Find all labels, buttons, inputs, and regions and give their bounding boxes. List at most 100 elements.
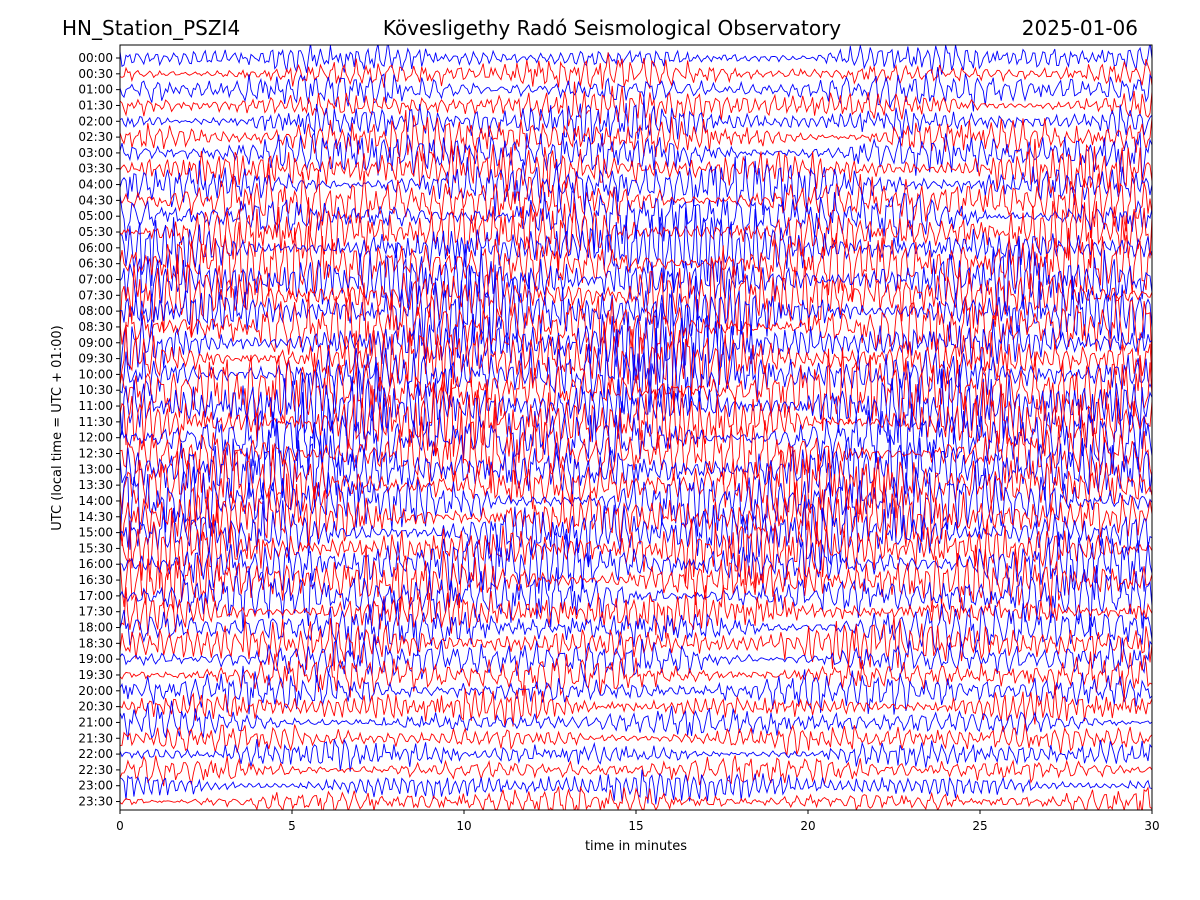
y-tick-label: 17:00 <box>78 589 113 603</box>
x-axis-label: time in minutes <box>585 839 687 854</box>
x-tick-label: 5 <box>288 819 296 833</box>
y-tick-label: 04:30 <box>78 193 113 207</box>
y-tick-label: 09:30 <box>78 352 113 366</box>
trace-line <box>120 723 1152 756</box>
trace-line <box>120 500 1152 571</box>
y-tick-label: 09:00 <box>78 336 113 350</box>
trace-line <box>120 700 1152 741</box>
observatory-title: Kövesligethy Radó Seismological Observat… <box>383 16 841 40</box>
trace-line <box>120 564 1152 641</box>
x-axis-ticks: 0 5 10 15 20 25 30 <box>116 810 1160 833</box>
trace-line <box>120 392 1152 476</box>
trace-line <box>120 444 1152 527</box>
y-tick-label: 03:30 <box>78 162 113 176</box>
y-tick-label: 21:30 <box>78 731 113 745</box>
trace-line <box>120 738 1152 772</box>
trace-line <box>120 138 1152 198</box>
trace-line <box>120 163 1152 239</box>
trace-line <box>120 290 1152 383</box>
y-tick-label: 01:30 <box>78 98 113 112</box>
y-tick-label: 06:00 <box>78 241 113 255</box>
y-tick-label: 07:30 <box>78 288 113 302</box>
trace-line <box>120 326 1152 413</box>
x-tick-label: 20 <box>800 819 815 833</box>
trace-line <box>120 282 1152 375</box>
y-tick-label: 14:00 <box>78 494 113 508</box>
y-tick-label: 01:00 <box>78 83 113 97</box>
y-tick-label: 23:30 <box>78 795 113 809</box>
y-tick-label: 05:00 <box>78 209 113 223</box>
y-tick-label: 06:30 <box>78 257 113 271</box>
trace-line <box>120 651 1152 698</box>
trace-line <box>120 321 1152 413</box>
trace-line <box>120 45 1152 75</box>
y-tick-label: 08:00 <box>78 304 113 318</box>
y-tick-label: 05:30 <box>78 225 113 239</box>
trace-line <box>120 407 1152 494</box>
trace-line <box>120 785 1152 810</box>
trace-line <box>120 67 1152 112</box>
y-tick-label: 22:00 <box>78 747 113 761</box>
y-tick-label: 18:00 <box>78 621 113 635</box>
trace-line <box>120 584 1152 639</box>
x-tick-label: 10 <box>456 819 471 833</box>
trace-line <box>120 615 1152 671</box>
y-tick-label: 00:30 <box>78 67 113 81</box>
trace-line <box>120 684 1152 728</box>
y-tick-label: 03:00 <box>78 146 113 160</box>
station-title: HN_Station_PSZI4 <box>62 16 240 40</box>
y-tick-label: 10:30 <box>78 383 113 397</box>
y-tick-label: 22:30 <box>78 763 113 777</box>
y-tick-label: 08:30 <box>78 320 113 334</box>
y-tick-label: 00:00 <box>78 51 113 65</box>
y-tick-label: 12:30 <box>78 447 113 461</box>
trace-line <box>120 665 1152 715</box>
y-tick-label: 21:00 <box>78 715 113 729</box>
y-tick-label: 12:00 <box>78 431 113 445</box>
trace-line <box>120 544 1152 613</box>
trace-line <box>120 52 1152 90</box>
trace-line <box>120 264 1152 358</box>
y-tick-label: 15:30 <box>78 541 113 555</box>
y-tick-label: 11:30 <box>78 415 113 429</box>
trace-line <box>120 510 1152 589</box>
x-tick-label: 15 <box>628 819 643 833</box>
y-tick-label: 15:00 <box>78 526 113 540</box>
trace-line <box>120 182 1152 254</box>
trace-line <box>120 598 1152 656</box>
x-tick-label: 30 <box>1144 819 1159 833</box>
y-tick-label: 11:00 <box>78 399 113 413</box>
y-tick-label: 20:30 <box>78 700 113 714</box>
seismic-traces <box>120 45 1152 810</box>
y-tick-label: 16:00 <box>78 557 113 571</box>
y-tick-label: 17:30 <box>78 605 113 619</box>
trace-line <box>120 531 1152 596</box>
trace-line <box>120 109 1152 162</box>
y-tick-label: 07:00 <box>78 272 113 286</box>
y-axis-label: UTC (local time = UTC + 01:00) <box>50 325 65 530</box>
y-tick-label: 19:00 <box>78 652 113 666</box>
y-tick-label: 14:30 <box>78 510 113 524</box>
trace-line <box>120 755 1152 787</box>
trace-line <box>120 205 1152 291</box>
x-tick-label: 25 <box>972 819 987 833</box>
trace-line <box>120 96 1152 144</box>
y-tick-label: 23:00 <box>78 779 113 793</box>
y-tick-label: 13:00 <box>78 462 113 476</box>
trace-line <box>120 356 1152 449</box>
trace-line <box>120 418 1152 507</box>
y-tick-label: 16:30 <box>78 573 113 587</box>
trace-line <box>120 131 1152 180</box>
y-tick-label: 04:00 <box>78 178 113 192</box>
trace-line <box>120 769 1152 805</box>
y-tick-label: 20:00 <box>78 684 113 698</box>
y-tick-label: 02:30 <box>78 130 113 144</box>
y-tick-label: 13:30 <box>78 478 113 492</box>
trace-line <box>120 467 1152 554</box>
trace-line <box>120 635 1152 683</box>
x-tick-label: 0 <box>116 819 124 833</box>
y-tick-label: 19:30 <box>78 668 113 682</box>
trace-line <box>120 155 1152 217</box>
